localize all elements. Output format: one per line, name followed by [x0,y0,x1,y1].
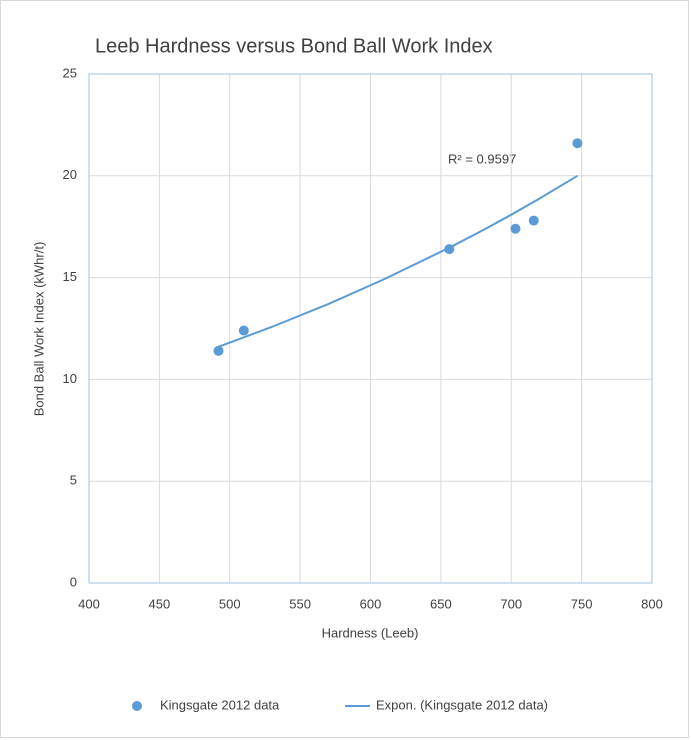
legend-label: Expon. (Kingsgate 2012 data) [376,697,548,712]
legend-marker [132,701,142,711]
chart-title: Leeb Hardness versus Bond Ball Work Inde… [95,35,493,57]
x-tick-label: 600 [360,596,382,611]
y-tick-label: 25 [63,65,77,80]
x-axis-title: Hardness (Leeb) [322,625,419,640]
x-tick-label: 800 [641,596,663,611]
x-tick-label: 700 [500,596,522,611]
x-tick-label: 750 [571,596,593,611]
point [528,215,539,226]
y-axis-title: Bond Ball Work Index (kWhr/t) [31,242,46,417]
trendline [218,174,578,348]
x-tick-label: 450 [149,596,171,611]
y-tick-label: 15 [63,269,77,284]
point [510,223,521,234]
y-tick-label: 10 [63,371,77,386]
y-tick-label: 0 [70,574,77,589]
plot-border [88,73,653,584]
point [213,345,224,356]
x-tick-label: 650 [430,596,452,611]
y-tick-label: 20 [63,167,77,182]
annotation: R² = 0.9597 [448,151,516,166]
x-tick-label: 550 [289,596,311,611]
point [238,325,249,336]
y-tick-label: 5 [70,473,77,488]
x-tick-label: 400 [78,596,100,611]
point [572,138,583,149]
legend-label: Kingsgate 2012 data [160,697,280,712]
x-tick-label: 500 [219,596,241,611]
